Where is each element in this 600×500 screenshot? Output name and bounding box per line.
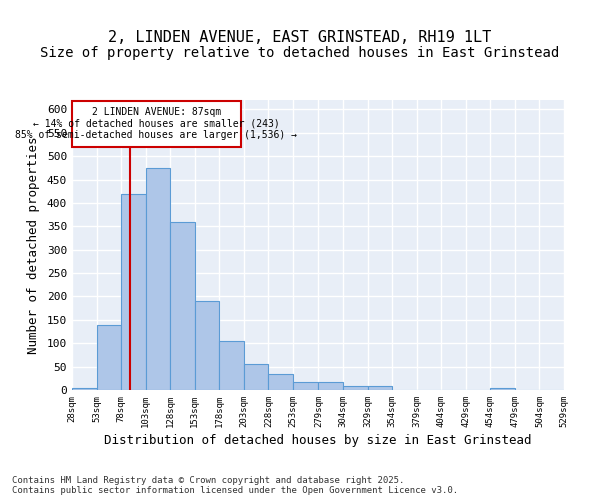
Bar: [293, 382, 319, 390]
Bar: [220, 341, 244, 390]
Bar: [244, 364, 268, 390]
Text: Size of property relative to detached houses in East Grinstead: Size of property relative to detached ho…: [40, 46, 560, 60]
Bar: [146, 168, 170, 390]
Bar: [343, 386, 368, 390]
Bar: [97, 324, 121, 390]
Text: Contains HM Land Registry data © Crown copyright and database right 2025.
Contai: Contains HM Land Registry data © Crown c…: [12, 476, 458, 495]
Bar: [170, 222, 195, 390]
Bar: [121, 194, 146, 390]
Bar: [319, 382, 343, 390]
Text: 2, LINDEN AVENUE, EAST GRINSTEAD, RH19 1LT: 2, LINDEN AVENUE, EAST GRINSTEAD, RH19 1…: [109, 30, 491, 45]
Bar: [195, 301, 220, 390]
FancyBboxPatch shape: [72, 101, 241, 147]
Text: 2 LINDEN AVENUE: 87sqm
← 14% of detached houses are smaller (243)
85% of semi-de: 2 LINDEN AVENUE: 87sqm ← 14% of detached…: [16, 108, 298, 140]
Bar: [368, 386, 392, 390]
Bar: [490, 388, 515, 390]
Bar: [268, 374, 293, 390]
Bar: [72, 388, 97, 390]
X-axis label: Distribution of detached houses by size in East Grinstead: Distribution of detached houses by size …: [104, 434, 532, 447]
Y-axis label: Number of detached properties: Number of detached properties: [27, 136, 40, 354]
